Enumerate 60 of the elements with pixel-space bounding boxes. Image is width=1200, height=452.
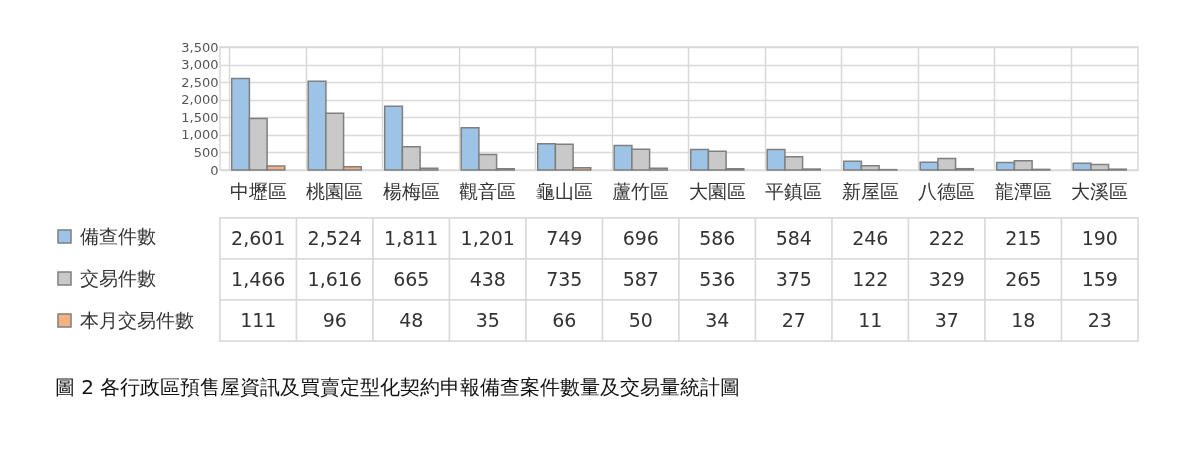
data-label: 1,616: [307, 267, 362, 290]
data-label: 50: [628, 308, 653, 331]
data-label: 37: [934, 308, 959, 331]
data-label: 27: [781, 308, 806, 331]
legend-label: 備查件數: [80, 224, 156, 247]
data-label: 749: [546, 226, 583, 249]
data-label: 696: [622, 226, 659, 249]
y-tick-label: 3,000: [181, 57, 219, 73]
data-label: 1,811: [384, 226, 439, 249]
x-tick-label: 龍潭區: [994, 179, 1052, 202]
data-label: 222: [928, 226, 965, 249]
data-label: 246: [852, 226, 889, 249]
y-tick-label: 0: [210, 162, 219, 178]
data-label: 587: [622, 267, 659, 290]
data-label: 438: [469, 267, 506, 290]
data-label: 96: [322, 308, 347, 331]
data-label: 215: [1005, 226, 1042, 249]
text: 圖 2 各行政區預售屋資訊及買賣定型化契約申報備查案件數量及交易量統計圖: [55, 374, 741, 399]
y-tick-label: 1,000: [181, 127, 219, 143]
data-label: 586: [699, 226, 736, 249]
x-tick-label: 蘆竹區: [612, 179, 670, 202]
data-label: 375: [775, 267, 812, 290]
data-label: 23: [1087, 308, 1112, 331]
x-tick-label: 平鎮區: [765, 179, 823, 202]
data-label: 159: [1081, 267, 1118, 290]
data-label: 2,601: [231, 226, 286, 249]
x-tick-label: 大園區: [688, 179, 746, 202]
data-label: 265: [1005, 267, 1042, 290]
x-tick-label: 觀音區: [459, 179, 517, 202]
x-tick-label: 大溪區: [1071, 179, 1129, 202]
data-label: 111: [240, 308, 277, 331]
x-tick-label: 龜山區: [535, 179, 593, 202]
data-label: 48: [399, 308, 424, 331]
data-label: 66: [552, 308, 577, 331]
data-label: 34: [705, 308, 730, 331]
data-label: 11: [858, 308, 883, 331]
x-tick-label: 楊梅區: [382, 179, 440, 202]
data-label: 190: [1081, 226, 1118, 249]
y-tick-label: 2,500: [181, 74, 219, 90]
data-label: 18: [1011, 308, 1036, 331]
legend-label: 本月交易件數: [80, 308, 194, 331]
x-tick-label: 新屋區: [841, 179, 899, 202]
y-tick-label: 3,500: [181, 39, 219, 55]
x-tick-label: 八德區: [918, 179, 976, 202]
y-tick-label: 1,500: [181, 109, 219, 125]
data-label: 1,201: [460, 226, 515, 249]
data-label: 329: [928, 267, 965, 290]
y-tick-label: 500: [193, 144, 219, 160]
data-label: 536: [699, 267, 736, 290]
data-label: 2,524: [307, 226, 362, 249]
x-tick-label: 桃園區: [306, 179, 364, 202]
legend-label: 交易件數: [80, 266, 156, 289]
data-label: 35: [475, 308, 500, 331]
data-label: 1,466: [231, 267, 286, 290]
data-label: 735: [546, 267, 583, 290]
data-label: 665: [393, 267, 430, 290]
x-tick-label: 中壢區: [229, 179, 287, 202]
data-label: 584: [775, 226, 812, 249]
data-label: 122: [852, 267, 889, 290]
y-tick-label: 2,000: [181, 92, 219, 108]
